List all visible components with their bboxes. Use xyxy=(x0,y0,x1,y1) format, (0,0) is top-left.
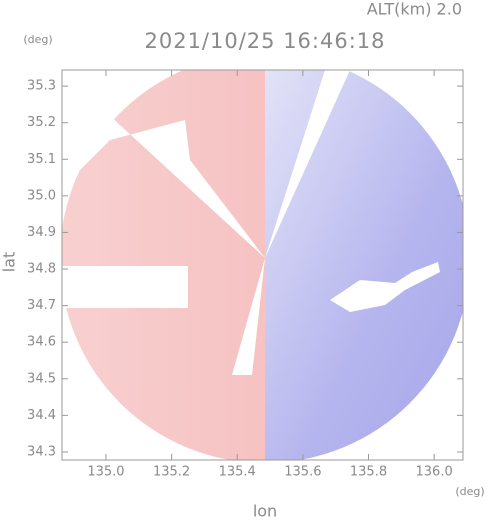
y-tick-label: 35.2 xyxy=(27,115,56,130)
plot-frame xyxy=(61,69,464,461)
x-tick-label: 135.0 xyxy=(87,465,124,480)
y-tick-label: 35.0 xyxy=(27,188,56,203)
subtitle: ALT(km) 2.0 xyxy=(367,0,462,19)
chart-title: 2021/10/25 16:46:18 xyxy=(144,29,385,53)
x-unit: (deg) xyxy=(455,485,484,498)
y-tick-label: 35.3 xyxy=(27,79,56,94)
y-tick-label: 34.5 xyxy=(27,371,56,386)
x-tick-label: 135.2 xyxy=(153,465,190,480)
y-tick-label: 34.4 xyxy=(27,408,56,423)
y-tick-label: 35.1 xyxy=(27,152,56,167)
x-tick-label: 135.6 xyxy=(284,465,321,480)
y-tick-label: 34.6 xyxy=(27,335,56,350)
x-tick-label: 135.8 xyxy=(350,465,387,480)
x-axis-label: lon xyxy=(253,502,277,521)
y-tick-label: 34.7 xyxy=(27,298,56,313)
radar-field xyxy=(62,70,463,460)
x-tick-label: 136.0 xyxy=(416,465,453,480)
y-tick-label: 34.3 xyxy=(27,444,56,459)
y-tick-label: 34.9 xyxy=(27,225,56,240)
y-unit: (deg) xyxy=(23,33,52,46)
x-tick-label: 135.4 xyxy=(219,465,256,480)
y-tick-label: 34.8 xyxy=(27,262,56,277)
y-axis-label: lat xyxy=(0,252,19,273)
